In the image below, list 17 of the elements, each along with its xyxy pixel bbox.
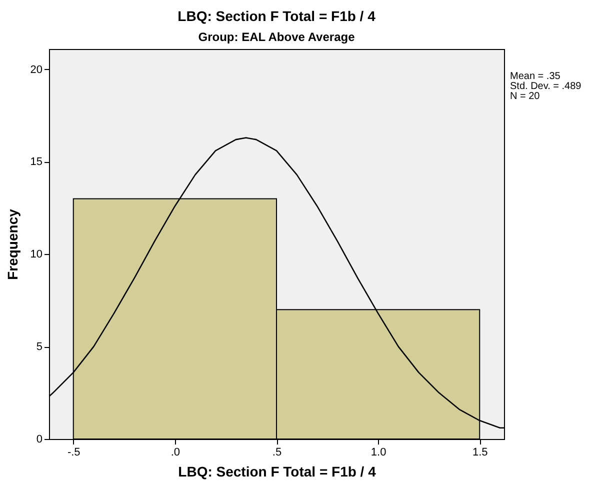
text: Std. Dev. = .489 [510,81,582,92]
y-tick-label: 5 [36,341,42,354]
x-axis-title: LBQ: Section F Total = F1b / 4 [178,464,376,480]
y-tick-label: 0 [36,434,42,446]
x-tick-label: .0 [170,446,180,458]
y-tick-label: 10 [30,248,42,261]
text: N = 20 [510,91,540,102]
chart-subtitle: Group: EAL Above Average [198,30,356,44]
x-tick-label: 1.5 [472,446,488,458]
y-axis-title: Frequency [4,208,20,280]
text: Mean = .35 [510,71,561,82]
x-tick-label: 1.0 [370,446,386,458]
y-tick-label: 20 [30,64,42,76]
chart-title: LBQ: Section F Total = F1b / 4 [178,8,376,24]
y-tick-label: 15 [30,156,42,168]
x-tick-label: -.5 [67,446,80,458]
x-tick-label: .5 [272,446,282,458]
